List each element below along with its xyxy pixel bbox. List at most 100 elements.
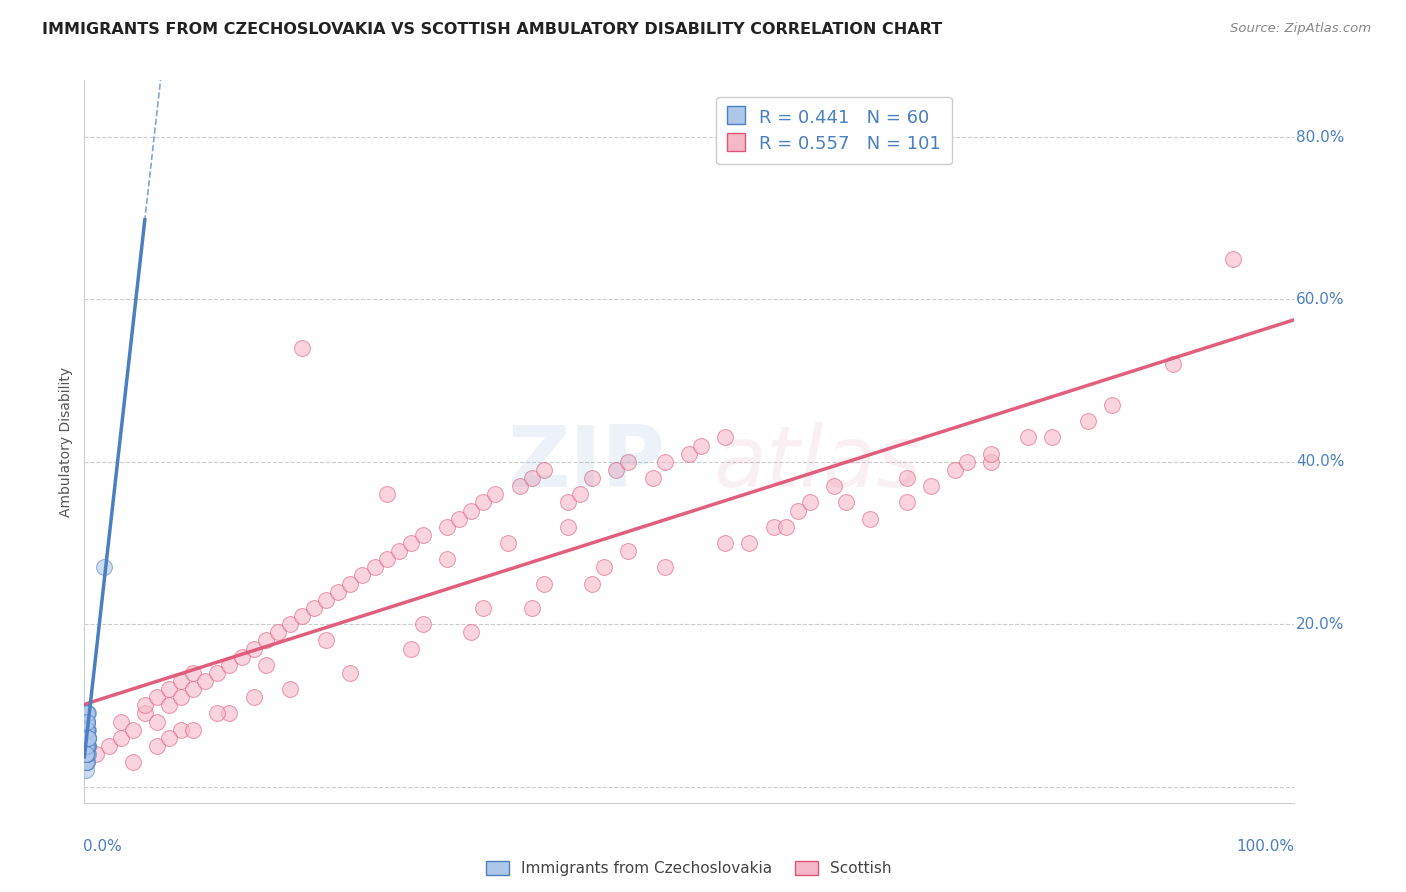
Point xyxy=(75,755,97,769)
Point xyxy=(654,455,676,469)
Point xyxy=(714,536,737,550)
Point xyxy=(581,576,603,591)
Point xyxy=(75,747,97,761)
Point xyxy=(77,739,100,753)
Point xyxy=(170,690,193,705)
Point xyxy=(943,463,966,477)
Point xyxy=(569,487,592,501)
Point xyxy=(218,706,240,721)
Point xyxy=(363,560,385,574)
Point xyxy=(77,731,100,745)
Text: IMMIGRANTS FROM CZECHOSLOVAKIA VS SCOTTISH AMBULATORY DISABILITY CORRELATION CHA: IMMIGRANTS FROM CZECHOSLOVAKIA VS SCOTTI… xyxy=(42,22,942,37)
Text: atlas: atlas xyxy=(713,422,921,505)
Point xyxy=(75,764,97,778)
Point xyxy=(77,723,100,737)
Point xyxy=(75,747,97,761)
Point xyxy=(157,731,180,745)
Point xyxy=(76,714,98,729)
Point xyxy=(581,471,603,485)
Point xyxy=(75,747,97,761)
Point xyxy=(75,723,97,737)
Point xyxy=(170,723,193,737)
Point xyxy=(375,487,398,501)
Point xyxy=(472,495,495,509)
Point xyxy=(920,479,942,493)
Point xyxy=(75,723,97,737)
Point xyxy=(76,755,98,769)
Point xyxy=(278,682,301,697)
Point xyxy=(77,731,100,745)
Point xyxy=(654,560,676,574)
Point xyxy=(291,341,314,355)
Point xyxy=(593,560,616,574)
Text: 0.0%: 0.0% xyxy=(83,838,122,854)
Point xyxy=(799,495,821,509)
Point xyxy=(181,665,204,680)
Point xyxy=(157,682,180,697)
Point xyxy=(77,747,100,761)
Point xyxy=(77,731,100,745)
Point xyxy=(77,706,100,721)
Point xyxy=(714,430,737,444)
Point xyxy=(388,544,411,558)
Point xyxy=(76,723,98,737)
Point xyxy=(121,723,143,737)
Point xyxy=(533,463,555,477)
Point xyxy=(181,682,204,697)
Point xyxy=(399,641,422,656)
Point xyxy=(302,601,325,615)
Point xyxy=(520,471,543,485)
Point xyxy=(617,544,640,558)
Point xyxy=(76,739,98,753)
Point xyxy=(399,536,422,550)
Point xyxy=(75,731,97,745)
Point xyxy=(412,528,434,542)
Point xyxy=(352,568,374,582)
Point xyxy=(146,690,169,705)
Point xyxy=(76,706,98,721)
Point xyxy=(76,747,98,761)
Point xyxy=(76,747,98,761)
Point xyxy=(339,665,361,680)
Point xyxy=(315,633,337,648)
Point xyxy=(738,536,761,550)
Point xyxy=(75,747,97,761)
Point xyxy=(315,592,337,607)
Point xyxy=(194,673,217,688)
Point xyxy=(76,714,98,729)
Point xyxy=(75,739,97,753)
Point xyxy=(134,698,156,713)
Text: 80.0%: 80.0% xyxy=(1296,129,1344,145)
Point xyxy=(76,714,98,729)
Point xyxy=(77,739,100,753)
Point xyxy=(509,479,531,493)
Point xyxy=(460,625,482,640)
Point xyxy=(1161,358,1184,372)
Point xyxy=(605,463,627,477)
Point xyxy=(412,617,434,632)
Point xyxy=(956,455,979,469)
Point xyxy=(690,439,713,453)
Point xyxy=(291,609,314,624)
Point xyxy=(242,641,264,656)
Point xyxy=(75,739,97,753)
Point xyxy=(75,723,97,737)
Point xyxy=(980,447,1002,461)
Point xyxy=(76,723,98,737)
Text: 100.0%: 100.0% xyxy=(1237,838,1295,854)
Point xyxy=(76,731,98,745)
Point xyxy=(76,706,98,721)
Point xyxy=(76,723,98,737)
Point xyxy=(436,520,458,534)
Point xyxy=(75,714,97,729)
Point xyxy=(328,584,350,599)
Point xyxy=(460,503,482,517)
Point xyxy=(267,625,290,640)
Point xyxy=(896,495,918,509)
Text: ZIP: ZIP xyxy=(508,422,665,505)
Point xyxy=(75,747,97,761)
Point xyxy=(76,755,98,769)
Point xyxy=(207,665,229,680)
Point xyxy=(157,698,180,713)
Point xyxy=(762,520,785,534)
